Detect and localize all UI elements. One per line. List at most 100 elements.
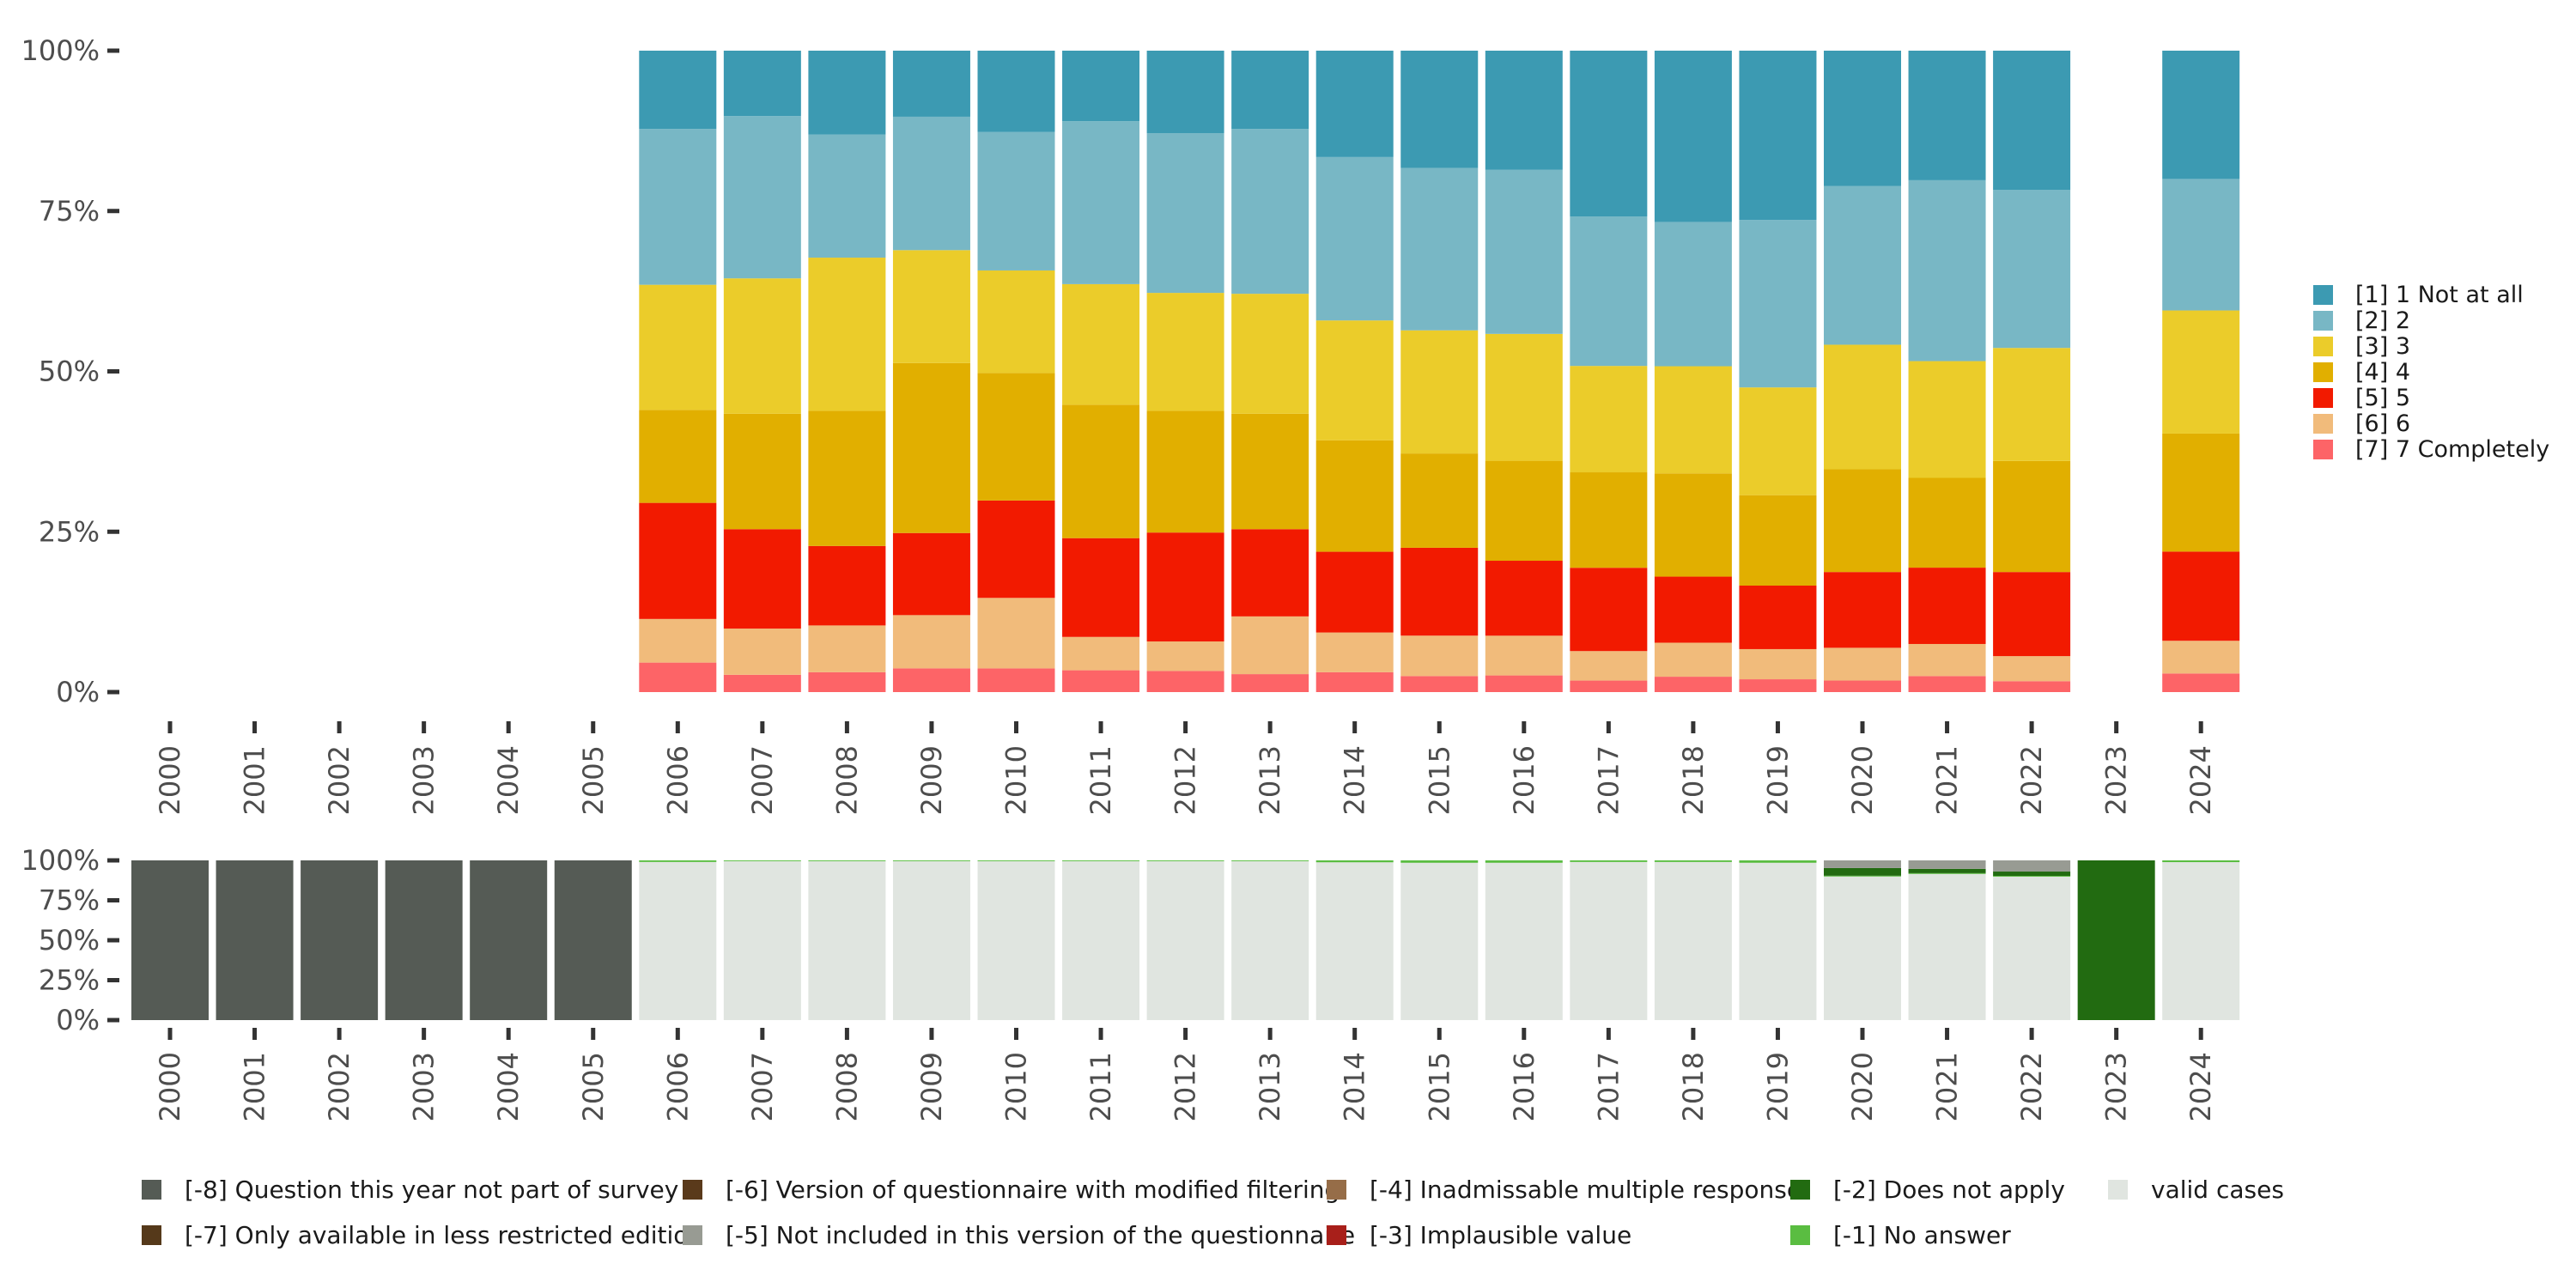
x-tick-label: 2016 (1508, 1052, 1540, 1121)
bar-segment (1824, 867, 1901, 876)
x-tick-label: 2000 (154, 1052, 186, 1121)
x-tick-label: 2012 (1170, 745, 1202, 815)
bar-segment (1062, 283, 1140, 405)
y-tick-label: 75% (39, 195, 100, 228)
bar-segment (1908, 643, 1986, 677)
top-chart: 0% 25% 50% 75% 100% 2000 2001 2002 2003 2004 2005… (21, 34, 2550, 815)
x-tick-mark (1437, 721, 1442, 733)
bar-segment (301, 860, 379, 1020)
x-tick-mark (252, 721, 258, 733)
bar-segment (1062, 51, 1140, 122)
x-tick-mark (760, 1028, 765, 1040)
bar-segment (1739, 679, 1817, 692)
bar-segment (1570, 651, 1648, 681)
bar-segment (977, 668, 1055, 692)
legend-label: [-2] Does not apply (1833, 1176, 2065, 1204)
y-tick-mark (107, 898, 119, 902)
x-tick-label: 2014 (1339, 1052, 1371, 1121)
x-tick-label: 2021 (1931, 1052, 1964, 1121)
x-tick-mark (1691, 1028, 1696, 1040)
x-tick-mark (1098, 1028, 1103, 1040)
bottom-x-axis: 2000 2001 2002 2003 2004 2005 2006 2007 2008 2009… (154, 1028, 2217, 1121)
bar-segment (1400, 862, 1479, 1020)
legend-swatch (2313, 285, 2333, 305)
bar-segment (1654, 860, 1732, 862)
bar-segment (1315, 632, 1394, 672)
bar-segment (723, 860, 801, 1020)
x-tick-label: 2010 (1000, 1052, 1033, 1121)
bar-segment (1231, 51, 1309, 130)
bar-segment (1993, 190, 2071, 349)
bar-segment (808, 860, 886, 861)
legend-swatch (1327, 1225, 1346, 1245)
bar-segment (1993, 876, 2071, 877)
bar-segment (1908, 477, 1986, 568)
bar-segment (1146, 410, 1224, 533)
bar-segment (1654, 366, 1732, 474)
bar-segment (1485, 333, 1563, 461)
x-tick-label: 2019 (1761, 745, 1794, 815)
y-tick-mark (107, 529, 119, 534)
bar-segment (892, 860, 970, 1020)
legend-label: [5] 5 (2355, 385, 2410, 411)
bar-segment (808, 51, 886, 135)
bar-segment (892, 250, 970, 363)
y-tick-mark (107, 978, 119, 982)
legend-label: valid cases (2151, 1176, 2284, 1204)
bar-segment (892, 362, 970, 533)
y-tick-mark (107, 48, 119, 53)
bar-segment (977, 860, 1055, 861)
bar-segment (1654, 642, 1732, 677)
bar-segment (808, 625, 886, 672)
bar-segment (723, 529, 801, 629)
x-tick-label: 2003 (408, 1052, 440, 1121)
x-tick-label: 2005 (577, 745, 610, 815)
bar-segment (639, 502, 717, 619)
x-tick-mark (337, 721, 342, 733)
bar-segment (1824, 344, 1901, 470)
legend-label: [3] 3 (2355, 333, 2410, 360)
x-tick-label: 2010 (1000, 745, 1033, 815)
x-tick-label: 2004 (492, 1052, 525, 1121)
x-tick-label: 2024 (2184, 745, 2217, 815)
y-tick-mark (107, 938, 119, 943)
x-tick-label: 2013 (1254, 1052, 1286, 1121)
bar-segment (1062, 636, 1140, 671)
bar-segment (1739, 860, 1817, 863)
bar-segment (1908, 568, 1986, 644)
legend-swatch (142, 1180, 161, 1200)
x-tick-mark (675, 721, 680, 733)
top-legend: [1] 1 Not at all[2] 2[3] 3[4] 4[5] 5[6] … (2313, 282, 2549, 463)
bar-segment (1231, 294, 1309, 414)
x-tick-label: 2008 (830, 745, 863, 815)
bar-segment (1993, 460, 2071, 573)
bar-segment (2162, 860, 2240, 863)
legend-label: [-4] Inadmissable multiple response (1370, 1176, 1801, 1204)
x-tick-mark (1014, 721, 1018, 733)
bar-segment (1400, 635, 1479, 677)
bar-segment (1485, 51, 1563, 170)
x-tick-label: 2015 (1423, 1052, 1455, 1121)
bottom-chart: 0% 25% 50% 75% 100% 2000 2001 2002 2003 2004 2005… (21, 844, 2284, 1249)
bar-segment (892, 116, 970, 251)
bar-segment (1231, 413, 1309, 530)
bar-segment (1315, 440, 1394, 552)
x-tick-mark (1183, 721, 1188, 733)
bar-segment (1824, 876, 1901, 1020)
y-tick-mark (107, 690, 119, 695)
bar-segment (639, 410, 717, 503)
bar-segment (1824, 185, 1901, 345)
bar-segment (723, 413, 801, 530)
x-tick-label: 2003 (408, 745, 440, 815)
legend-label: [-8] Question this year not part of surv… (185, 1176, 678, 1204)
legend-label: [-7] Only available in less restricted e… (185, 1221, 703, 1249)
bar-segment (1654, 861, 1732, 1020)
bar-segment (1062, 404, 1140, 538)
bar-segment (977, 51, 1055, 132)
x-tick-mark (1267, 1028, 1273, 1040)
legend-label: [-1] No answer (1833, 1221, 2011, 1249)
bar-segment (1993, 572, 2071, 657)
bar-segment (977, 270, 1055, 374)
bar-segment (1739, 585, 1817, 649)
